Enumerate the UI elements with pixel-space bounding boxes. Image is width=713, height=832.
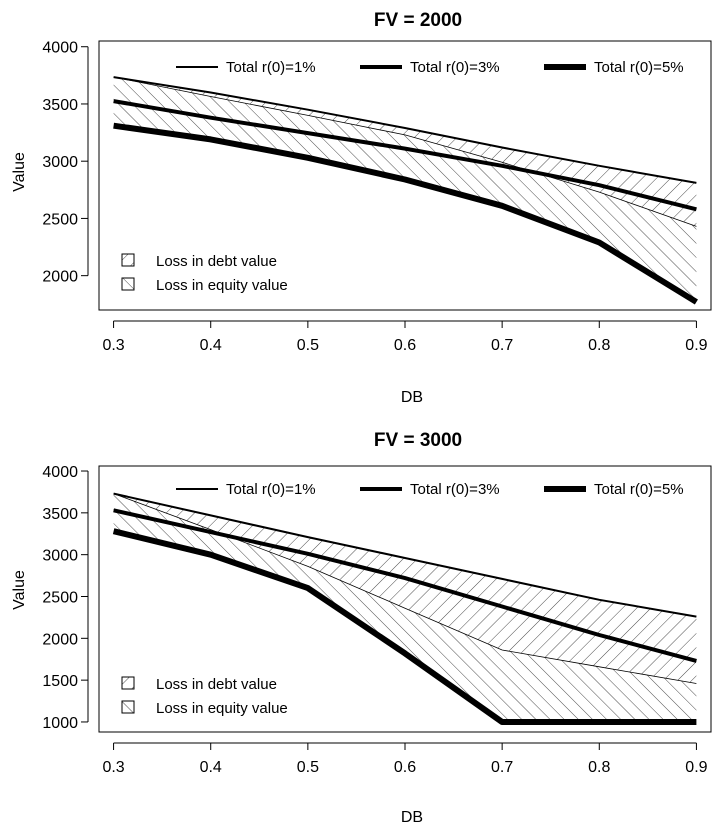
x-tick-label: 0.6 bbox=[394, 759, 416, 776]
y-tick-label: 2000 bbox=[42, 269, 78, 286]
legend-swatch-equity bbox=[122, 278, 134, 290]
x-tick-label: 0.9 bbox=[685, 759, 707, 776]
x-tick-label: 0.4 bbox=[200, 337, 222, 354]
x-axis-label: DB bbox=[401, 389, 423, 406]
y-tick-label: 4000 bbox=[42, 464, 78, 481]
legend-label-r5: Total r(0)=5% bbox=[594, 481, 684, 498]
y-tick-label: 1500 bbox=[42, 673, 78, 690]
x-tick-label: 0.9 bbox=[685, 337, 707, 354]
legend-label-r3: Total r(0)=3% bbox=[410, 481, 500, 498]
legend-swatch-equity bbox=[122, 701, 134, 713]
legend-label-equity: Loss in equity value bbox=[156, 277, 288, 294]
x-tick-label: 0.7 bbox=[491, 759, 513, 776]
chart-title: FV = 2000 bbox=[374, 10, 462, 31]
hatch-legend: Loss in debt value Loss in equity value bbox=[122, 253, 288, 294]
legend-swatch-debt bbox=[122, 254, 134, 266]
y-tick-label: 2500 bbox=[42, 211, 78, 228]
legend-label-equity: Loss in equity value bbox=[156, 700, 288, 717]
x-tick-label: 0.7 bbox=[491, 337, 513, 354]
chart-title: FV = 3000 bbox=[374, 430, 462, 451]
y-axis-label: Value bbox=[11, 570, 28, 610]
hatch-legend: Loss in debt value Loss in equity value bbox=[122, 676, 288, 717]
y-tick-label: 1000 bbox=[42, 715, 78, 732]
series-legend: Total r(0)=1% Total r(0)=3% Total r(0)=5… bbox=[176, 59, 684, 76]
x-tick-label: 0.8 bbox=[588, 759, 610, 776]
legend-label-r3: Total r(0)=3% bbox=[410, 59, 500, 76]
legend-label-debt: Loss in debt value bbox=[156, 676, 277, 693]
plot-area: 0.3 0.4 0.5 0.6 0.7 0.8 0.9 2000 2500 3000 3500 400… bbox=[42, 40, 711, 354]
y-tick-label: 2000 bbox=[42, 631, 78, 648]
legend-label-r1: Total r(0)=1% bbox=[226, 59, 316, 76]
y-axis-label: Value bbox=[11, 152, 28, 192]
legend-label-r1: Total r(0)=1% bbox=[226, 481, 316, 498]
legend-label-debt: Loss in debt value bbox=[156, 253, 277, 270]
panel-fv-2000: FV = 2000 DB Value 0.3 0.4 0.5 0.6 0.7 0.8 0.9… bbox=[11, 10, 711, 406]
y-tick-label: 2500 bbox=[42, 589, 78, 606]
x-tick-label: 0.5 bbox=[297, 759, 319, 776]
x-axis-label: DB bbox=[401, 809, 423, 826]
y-tick-label: 3000 bbox=[42, 548, 78, 565]
plot-area: 0.3 0.4 0.5 0.6 0.7 0.8 0.9 1000 1500 2000 2500 300… bbox=[42, 464, 711, 776]
legend-swatch-debt bbox=[122, 677, 134, 689]
y-tick-label: 3500 bbox=[42, 506, 78, 523]
x-tick-label: 0.3 bbox=[102, 759, 124, 776]
y-tick-label: 4000 bbox=[42, 40, 78, 57]
x-tick-label: 0.3 bbox=[102, 337, 124, 354]
panel-fv-3000: FV = 3000 DB Value 0.3 0.4 0.5 0.6 0.7 0.8 0.9… bbox=[11, 430, 711, 826]
y-tick-label: 3000 bbox=[42, 154, 78, 171]
x-tick-label: 0.6 bbox=[394, 337, 416, 354]
series-legend: Total r(0)=1% Total r(0)=3% Total r(0)=5… bbox=[176, 481, 684, 498]
legend-label-r5: Total r(0)=5% bbox=[594, 59, 684, 76]
x-tick-label: 0.5 bbox=[297, 337, 319, 354]
x-tick-label: 0.4 bbox=[200, 759, 222, 776]
y-tick-label: 3500 bbox=[42, 97, 78, 114]
x-tick-label: 0.8 bbox=[588, 337, 610, 354]
